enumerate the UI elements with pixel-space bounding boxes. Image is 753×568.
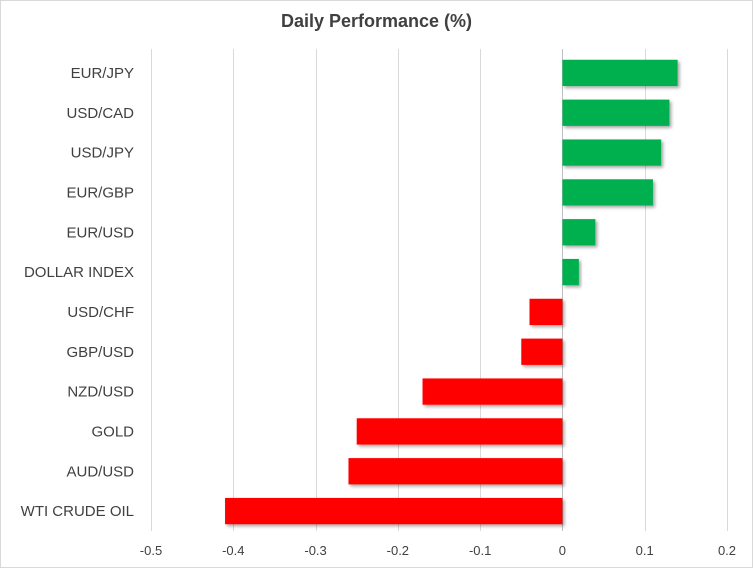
category-label: USD/CAD	[66, 105, 134, 122]
bar	[521, 338, 563, 365]
category-label: EUR/JPY	[71, 65, 134, 82]
chart-title: Daily Performance (%)	[280, 11, 473, 31]
category-label: AUD/USD	[66, 463, 134, 480]
bar	[348, 458, 563, 485]
bar	[529, 298, 563, 326]
gridlines	[151, 49, 728, 531]
category-labels: EUR/JPY USD/CAD USD/JPY EUR/GBP EUR/USD DOLLA…	[21, 65, 135, 520]
bar	[562, 258, 579, 286]
category-label: NZD/USD	[67, 384, 134, 401]
category-label: GBP/USD	[66, 344, 134, 361]
bar	[422, 378, 563, 405]
category-label: GOLD	[91, 423, 134, 440]
category-label: USD/CHF	[67, 304, 134, 321]
category-label: EUR/GBP	[66, 184, 134, 201]
bar	[562, 219, 596, 246]
bar	[356, 418, 563, 445]
bar	[562, 59, 678, 87]
x-tick-label: -0.2	[387, 543, 409, 558]
x-tick-label: -0.1	[469, 543, 491, 558]
x-tick-label: 0.1	[636, 543, 654, 558]
bar	[562, 99, 670, 126]
category-label: DOLLAR INDEX	[24, 264, 134, 281]
x-tick-label: -0.4	[222, 543, 244, 558]
bar	[562, 179, 653, 206]
x-tick-label: 0.2	[718, 543, 736, 558]
bars	[225, 59, 678, 525]
x-tick-label: 0	[559, 543, 566, 558]
x-tick-label: -0.5	[140, 543, 162, 558]
category-label: EUR/USD	[66, 224, 134, 241]
bar	[562, 139, 662, 166]
x-tick-label: -0.3	[304, 543, 326, 558]
category-label: WTI CRUDE OIL	[21, 503, 134, 520]
bar	[225, 497, 563, 525]
category-label: USD/JPY	[71, 145, 134, 162]
x-tick-labels: -0.5 -0.4 -0.3 -0.2 -0.1 0 0.1 0.2	[140, 543, 736, 558]
